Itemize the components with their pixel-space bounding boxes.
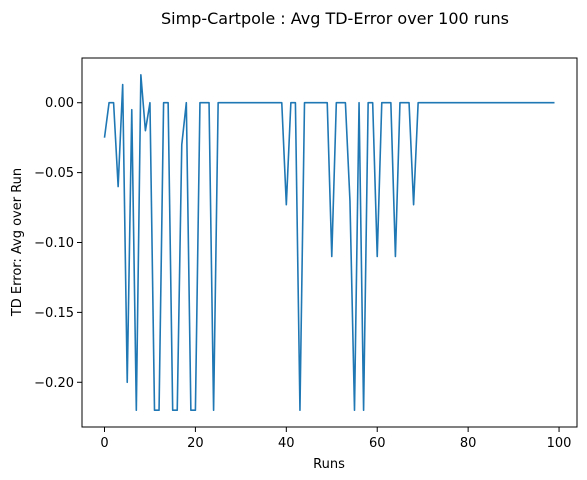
y-tick-label: 0.00 [45,96,74,111]
y-axis-ticks: 0.00 −0.05 −0.10 −0.15 −0.20 [34,96,82,391]
y-tick-label: −0.20 [34,376,74,391]
x-tick-label: 100 [547,436,572,451]
x-tick-label: 0 [100,436,108,451]
x-tick-label: 60 [369,436,386,451]
y-tick-label: −0.05 [34,166,74,181]
y-axis-label: TD Error: Avg over Run [10,168,25,317]
x-axis-ticks: 0 20 40 60 80 100 [100,427,571,451]
plot-area [82,58,577,427]
data-layer [103,73,555,412]
chart-title: Simp-Cartpole : Avg TD-Error over 100 ru… [161,9,509,28]
x-axis-label: Runs [313,457,345,472]
x-tick-label: 80 [460,436,477,451]
plot-frame [81,57,578,428]
x-tick-label: 20 [187,436,204,451]
x-tick-label: 40 [278,436,295,451]
y-tick-label: −0.15 [34,306,74,321]
y-tick-label: −0.10 [34,236,74,251]
series-line-0 [103,73,555,412]
